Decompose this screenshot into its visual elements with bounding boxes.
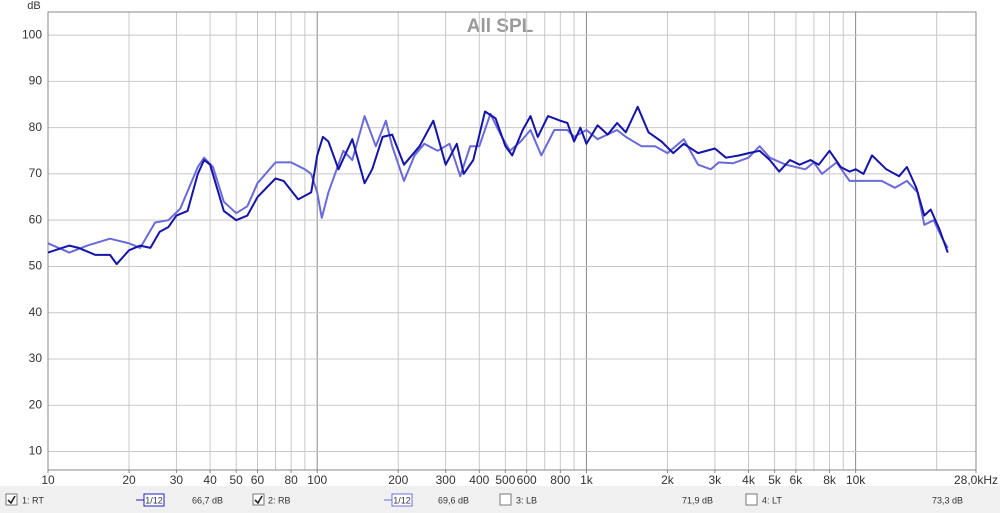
y-tick-label: 80 bbox=[29, 120, 43, 134]
checkmark bbox=[7, 495, 16, 505]
x-tick-label: 10 bbox=[41, 473, 55, 487]
legend-level: 73,3 dB bbox=[932, 495, 963, 505]
legend-name: 4: LT bbox=[762, 495, 782, 505]
legend-level: 69,6 dB bbox=[438, 495, 469, 505]
legend-level: 66,7 dB bbox=[192, 495, 223, 505]
x-tick-label: 4k bbox=[742, 473, 756, 487]
x-tick-label: 300 bbox=[436, 473, 456, 487]
y-tick-label: 100 bbox=[22, 27, 42, 41]
series-line bbox=[47, 105, 949, 266]
x-tick-label: 6k bbox=[790, 473, 804, 487]
x-tick-label: 5k bbox=[768, 473, 782, 487]
y-tick-label: 60 bbox=[29, 212, 43, 226]
legend-name: 1: RT bbox=[22, 495, 44, 505]
x-tick-label: 8k bbox=[823, 473, 837, 487]
x-tick-label: 10k bbox=[846, 473, 866, 487]
x-tick-label: 400 bbox=[469, 473, 489, 487]
checkbox[interactable] bbox=[252, 493, 265, 506]
y-tick-label: 30 bbox=[29, 351, 43, 365]
x-tick-label: 1k bbox=[580, 473, 594, 487]
y-tick-label: 40 bbox=[29, 305, 43, 319]
x-tick-label: 30 bbox=[170, 473, 184, 487]
x-tick-label: 100 bbox=[307, 473, 327, 487]
checkmark bbox=[254, 495, 263, 505]
checkbox[interactable] bbox=[499, 493, 512, 506]
y-axis-label: dB bbox=[27, 0, 40, 12]
x-tick-label: 2k bbox=[661, 473, 675, 487]
smoothing-label: 1/12 bbox=[145, 495, 163, 505]
checkbox[interactable] bbox=[745, 493, 758, 506]
x-tick-label: 40 bbox=[203, 473, 217, 487]
x-tick-label: 3k bbox=[709, 473, 723, 487]
smoothing-label: 1/12 bbox=[393, 495, 411, 505]
x-tick-label: 500 bbox=[495, 473, 515, 487]
smoothing-box[interactable] bbox=[391, 493, 413, 507]
legend-name: 3: LB bbox=[516, 495, 537, 505]
x-tick-label: 600 bbox=[517, 473, 537, 487]
y-tick-label: 20 bbox=[29, 397, 43, 411]
x-tick-label: 80 bbox=[284, 473, 298, 487]
x-tick-label: 50 bbox=[229, 473, 243, 487]
y-tick-label: 10 bbox=[29, 444, 43, 458]
chart-title: All SPL bbox=[467, 16, 534, 37]
plot-border bbox=[47, 11, 977, 471]
x-tick-label: 60 bbox=[251, 473, 265, 487]
x-tick-label: 800 bbox=[550, 473, 570, 487]
x-tick-label: 200 bbox=[388, 473, 408, 487]
smoothing-box[interactable] bbox=[143, 493, 165, 507]
y-tick-label: 90 bbox=[29, 74, 43, 88]
y-tick-label: 50 bbox=[29, 259, 43, 273]
checkbox[interactable] bbox=[5, 493, 18, 506]
x-tick-label: 20 bbox=[122, 473, 136, 487]
x-tick-label: 28,0kHz bbox=[954, 473, 998, 487]
legend-level: 71,9 dB bbox=[682, 495, 713, 505]
series-line bbox=[47, 112, 949, 254]
y-tick-label: 70 bbox=[29, 166, 43, 180]
legend-name: 2: RB bbox=[268, 495, 291, 505]
